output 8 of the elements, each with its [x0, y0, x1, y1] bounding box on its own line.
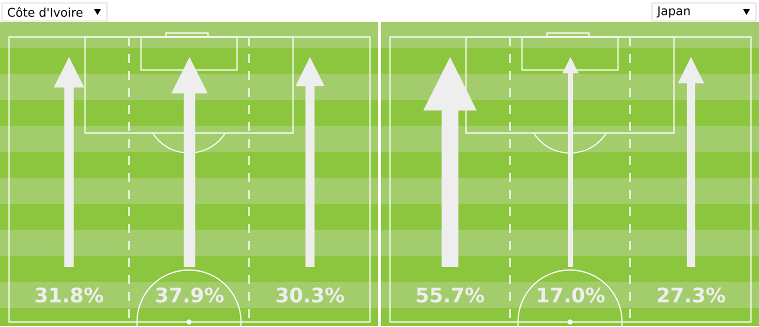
data-label: 27.3% [658, 287, 726, 303]
data-label: 31.8% [36, 287, 104, 303]
text: Côte d'Ivoire [8, 7, 82, 17]
data-label: 30.3% [276, 287, 344, 303]
data-label: 55.7% [416, 287, 484, 303]
data-label: 37.9% [156, 287, 224, 303]
data-label: 17.0% [538, 287, 605, 303]
text: Japan [656, 6, 690, 18]
